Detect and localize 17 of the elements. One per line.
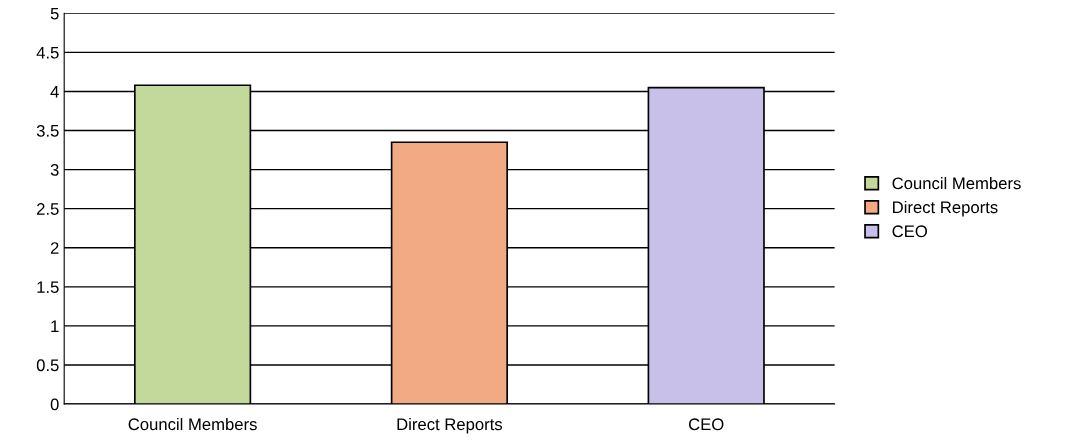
y-tick-label: 3 xyxy=(50,164,59,176)
x-tick-label: Direct Reports xyxy=(397,417,503,434)
x-tick-label: CEO xyxy=(688,418,724,431)
legend-label: Council Members xyxy=(892,177,1021,190)
y-tick-label: 1 xyxy=(51,320,59,332)
legend-label: CEO xyxy=(892,225,927,238)
y-tick-label: 2 xyxy=(50,242,59,254)
legend-label: Direct Reports xyxy=(893,200,998,217)
y-tick-label: 3.5 xyxy=(36,124,59,137)
y-tick-label: 2.5 xyxy=(37,203,59,215)
x-tick-label: Council Members xyxy=(128,417,257,431)
y-tick-label: 4.5 xyxy=(36,46,59,59)
y-tick-label: 0 xyxy=(50,398,59,411)
y-tick-label: 0.5 xyxy=(36,359,59,372)
y-tick-label: 5 xyxy=(50,7,59,20)
y-tick-label: 1.5 xyxy=(37,281,59,294)
y-tick-label: 4 xyxy=(50,86,59,98)
